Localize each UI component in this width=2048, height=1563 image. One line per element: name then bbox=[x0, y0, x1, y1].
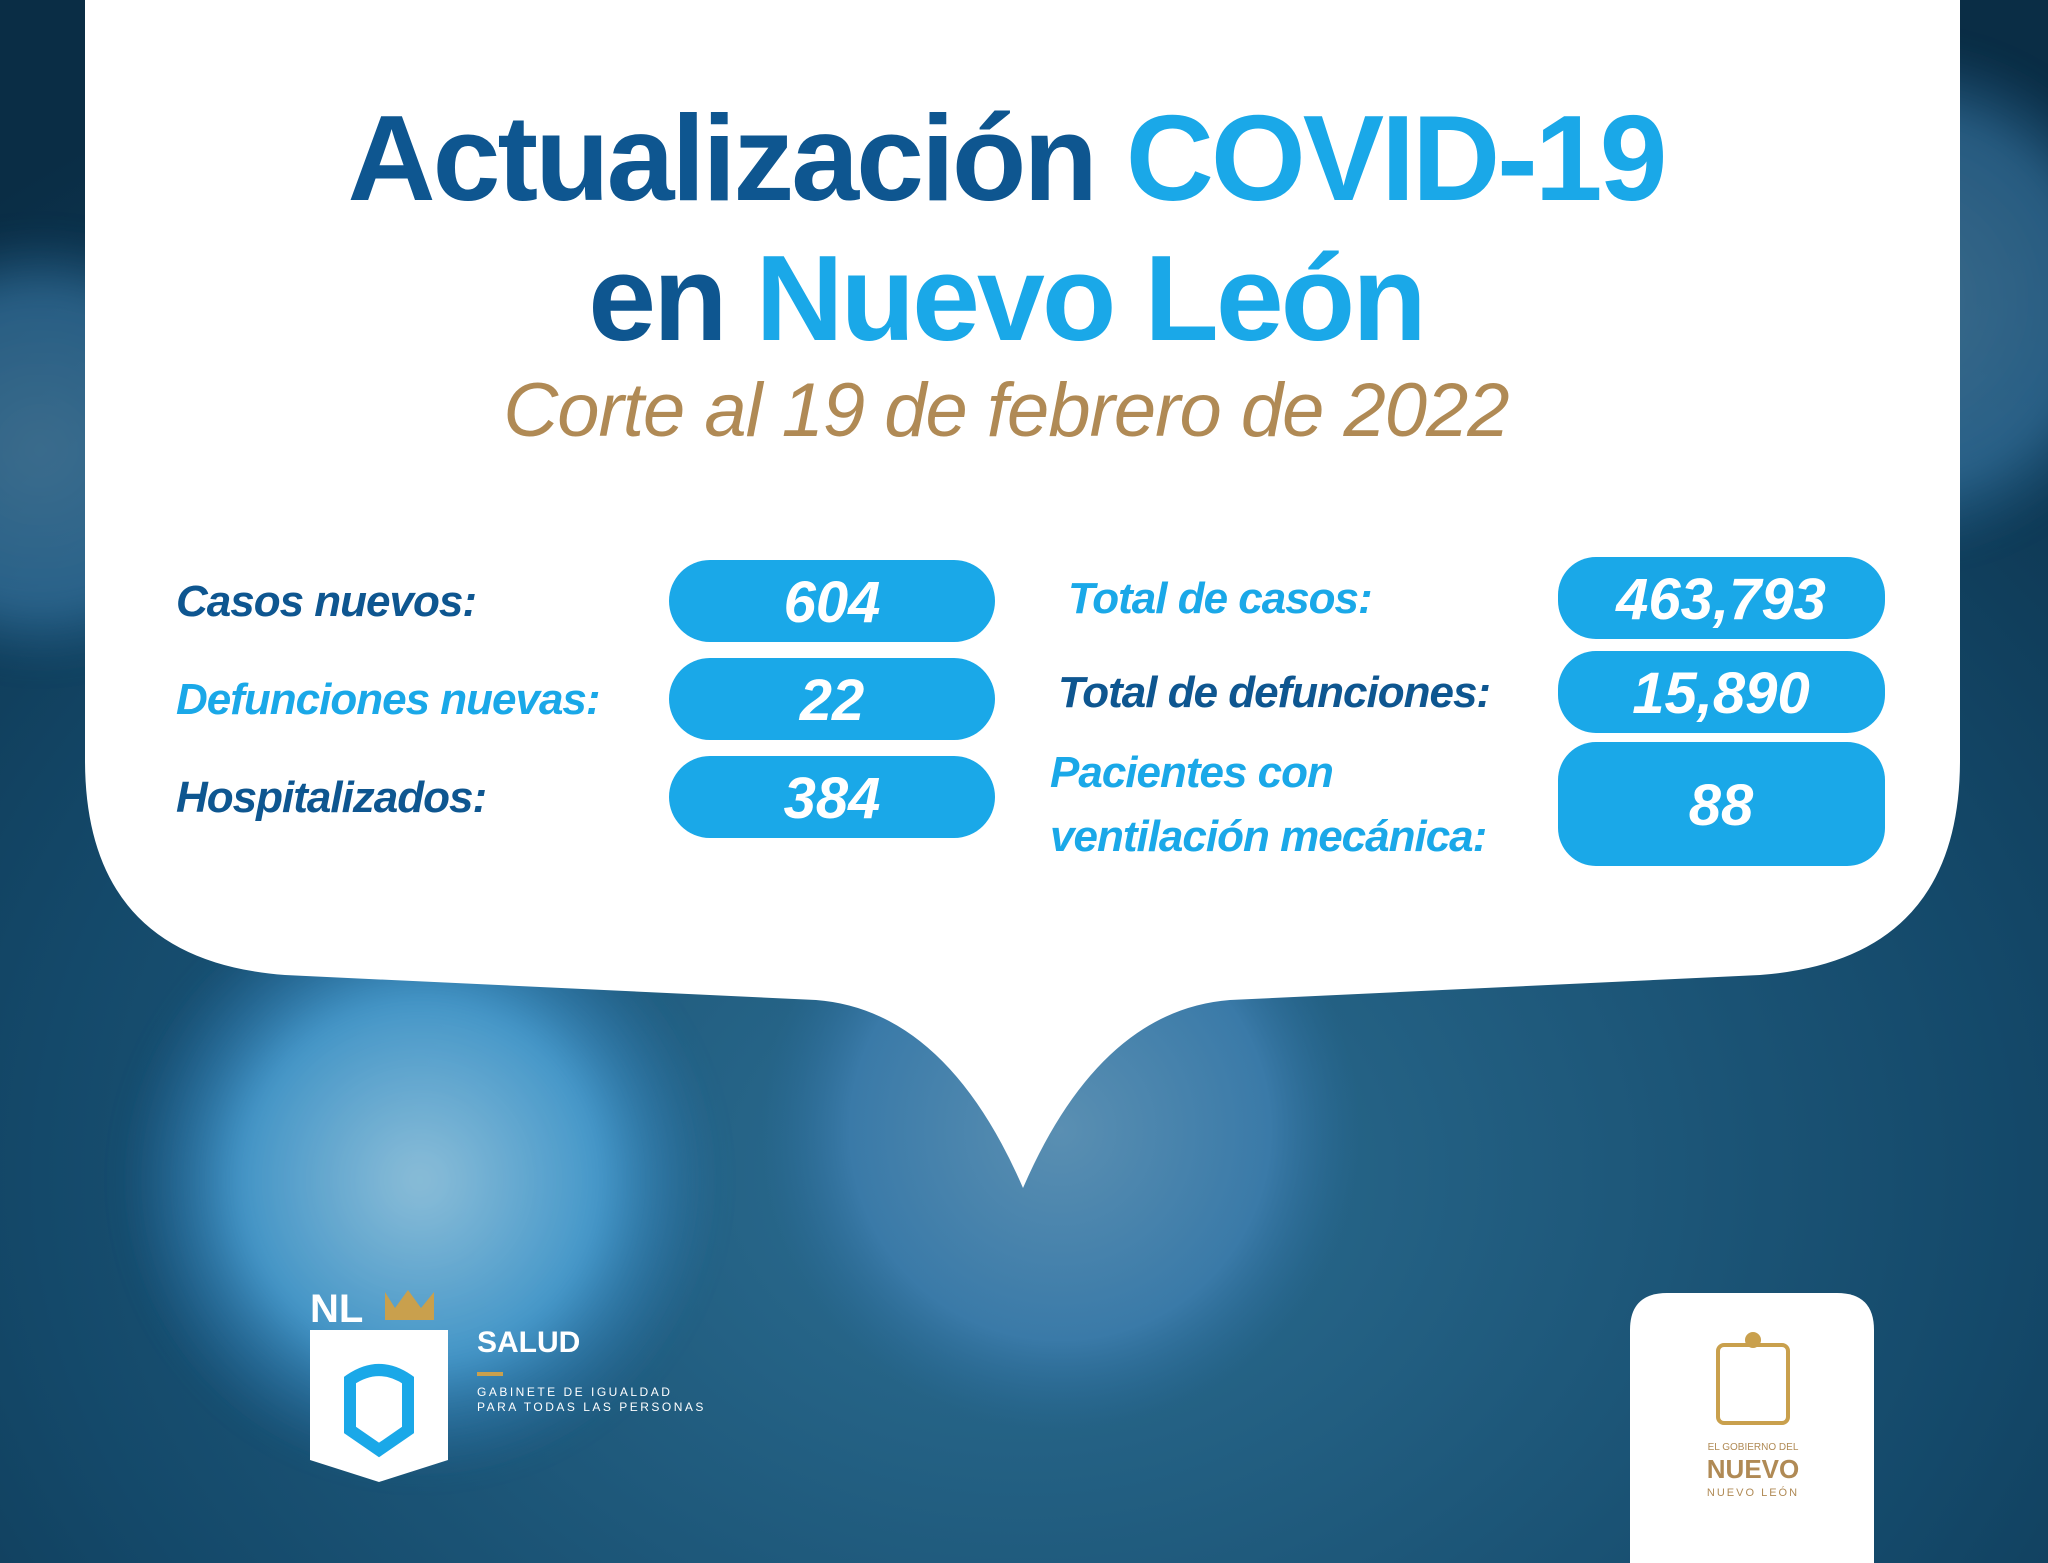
subtitle: Corte al 19 de febrero de 2022 bbox=[503, 368, 1509, 453]
gobierno-logo: EL GOBIERNO DEL NUEVO NUEVO LEÓN bbox=[1630, 1293, 1874, 1563]
title-part: Actualización bbox=[348, 90, 1095, 226]
logo-line: GABINETE DE IGUALDAD bbox=[477, 1385, 672, 1399]
stats: Casos nuevos: 604 Defunciones nuevas: 22 Hos… bbox=[176, 557, 1885, 866]
stat-label: Casos nuevos: bbox=[176, 577, 476, 626]
coat-top bbox=[1745, 1332, 1761, 1348]
stat-value: 22 bbox=[799, 668, 865, 733]
stat-pill bbox=[1558, 742, 1885, 866]
logo-line: NUEVO bbox=[1707, 1454, 1799, 1484]
shield-icon bbox=[344, 1364, 414, 1458]
stat-label: Hospitalizados: bbox=[176, 773, 486, 822]
stat-pill bbox=[669, 756, 995, 838]
divider bbox=[477, 1372, 503, 1376]
stat-value: 604 bbox=[784, 570, 881, 635]
logo-line: PARA TODAS LAS PERSONAS bbox=[477, 1400, 706, 1414]
stat-value: 384 bbox=[784, 766, 881, 831]
stat-label: Defunciones nuevas: bbox=[176, 675, 600, 724]
stat-pill bbox=[1558, 651, 1885, 733]
crown bbox=[385, 1290, 434, 1320]
logo-line: EL GOBIERNO DEL bbox=[1708, 1442, 1799, 1453]
logo-name: SALUD bbox=[477, 1326, 580, 1359]
shield bbox=[310, 1330, 448, 1482]
logo-mark: NL bbox=[310, 1287, 363, 1331]
stat-pill bbox=[669, 560, 995, 642]
stat-pill bbox=[669, 658, 995, 740]
stat-label: Total de defunciones: bbox=[1058, 668, 1490, 717]
stat-pill bbox=[1558, 557, 1885, 639]
logo-line: NUEVO LEÓN bbox=[1707, 1486, 1799, 1499]
salud-logo: NL SALUD GABINETE DE IGUALDAD PARA TODAS… bbox=[310, 1287, 706, 1482]
title-part: COVID-19 bbox=[1126, 90, 1665, 226]
card bbox=[85, 0, 1960, 1188]
virus-blur bbox=[120, 880, 720, 1480]
stat-value: 463,793 bbox=[1615, 567, 1826, 632]
stat-label: Total de casos: bbox=[1068, 574, 1372, 623]
stat-label: ventilación mecánica: bbox=[1050, 812, 1486, 861]
title-line-2: en Nuevo León bbox=[588, 230, 1423, 366]
title-part: Nuevo León bbox=[756, 230, 1424, 366]
stat-value: 15,890 bbox=[1632, 661, 1809, 726]
stat-label: Pacientes con bbox=[1050, 748, 1333, 797]
logo-card bbox=[1630, 1293, 1874, 1563]
stat-value: 88 bbox=[1689, 773, 1754, 838]
title-part: en bbox=[588, 230, 724, 366]
title-line-1: Actualización COVID-19 bbox=[348, 90, 1665, 226]
